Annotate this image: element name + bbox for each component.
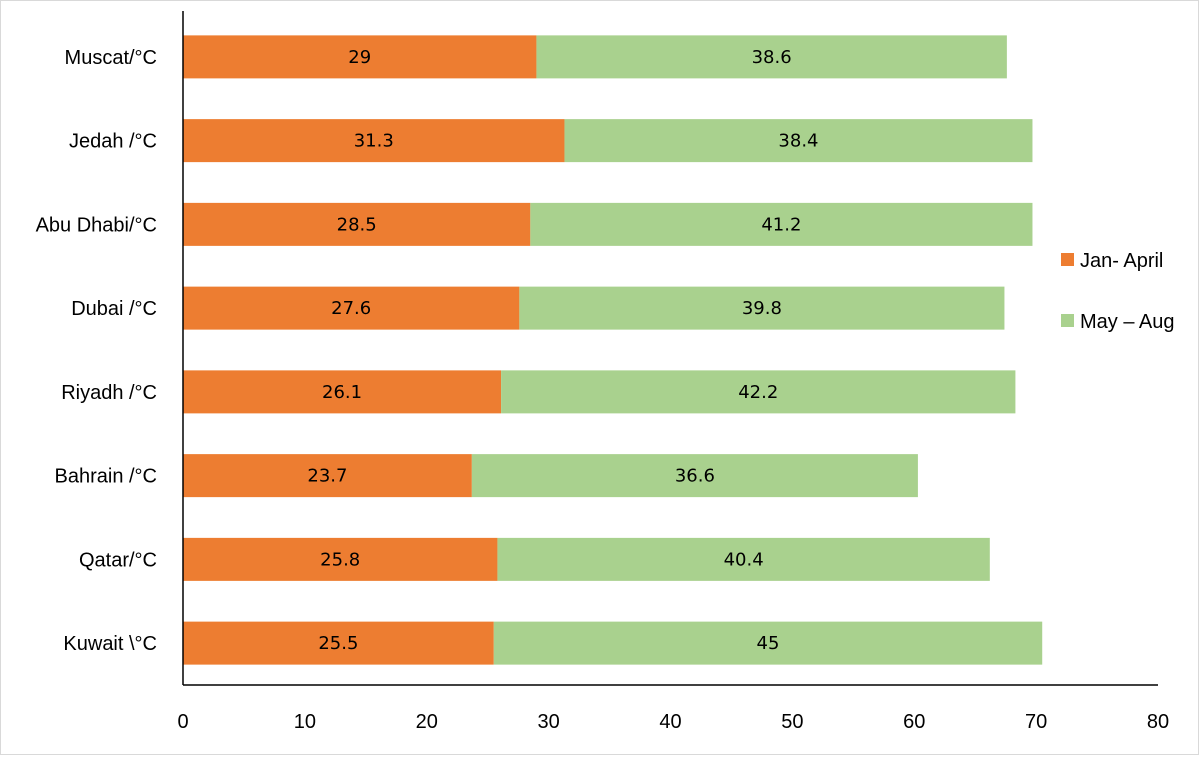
data-label: 45 <box>757 633 780 654</box>
x-tick-label: 50 <box>781 711 803 733</box>
data-label: 40.4 <box>724 549 764 570</box>
bar-segment-may-aug <box>471 454 918 498</box>
data-label: 41.2 <box>761 214 801 235</box>
bar-segment-jan-april <box>183 537 498 581</box>
x-tick-label: 0 <box>177 711 188 733</box>
bar-segment-may-aug <box>536 35 1007 79</box>
category-label: Kuwait \°C <box>63 633 157 655</box>
legend-swatch <box>1061 253 1074 266</box>
data-label: 23.7 <box>307 466 347 487</box>
category-label-line: Qatar/°C <box>79 549 157 571</box>
x-tick-label: 20 <box>416 711 438 733</box>
bar-segment-jan-april <box>183 119 565 163</box>
data-label: 42.2 <box>738 382 778 403</box>
category-label: Riyadh /°C <box>61 382 157 404</box>
data-label: 38.4 <box>778 131 818 152</box>
category-label-line: Abu Dhabi/°C <box>36 214 157 236</box>
data-label: 31.3 <box>354 131 394 152</box>
data-label: 39.8 <box>742 298 782 319</box>
data-label: 36.6 <box>675 466 715 487</box>
x-tick-label: 40 <box>659 711 681 733</box>
legend-label: Jan- April <box>1080 250 1163 272</box>
bar-segment-may-aug <box>501 370 1016 414</box>
data-label: 38.6 <box>752 47 792 68</box>
bar-segment-may-aug <box>493 621 1043 665</box>
category-label-line: Jedah /°C <box>69 131 157 153</box>
bar-segment-jan-april <box>183 454 472 498</box>
category-label-line: Riyadh /°C <box>61 382 157 404</box>
x-tick-label: 70 <box>1025 711 1047 733</box>
bar-segment-may-aug <box>530 202 1033 246</box>
data-labels-layer: 29 38.6 31.3 38.4 28.5 41.2 27.6 39.8 26.1 42.2 23… <box>307 47 818 654</box>
x-tick-label: 10 <box>294 711 316 733</box>
bar-segment-jan-april <box>183 35 537 79</box>
bar-segment-may-aug <box>519 286 1005 330</box>
x-tick-labels-layer: 0 10 20 30 40 50 60 70 80 <box>177 711 1169 733</box>
data-label: 25.8 <box>320 549 360 570</box>
bars-layer <box>183 35 1043 665</box>
category-label: Bahrain /°C <box>55 466 158 488</box>
bar-segment-jan-april <box>183 286 520 330</box>
category-label: Muscat/°C <box>65 47 157 69</box>
x-tick-label: 60 <box>903 711 925 733</box>
category-label: Abu Dhabi/°C <box>36 214 157 236</box>
x-tick-label: 30 <box>538 711 560 733</box>
category-labels-layer: Muscat/°C Jedah /°C Abu Dhabi/°C Dubai /°C R… <box>36 47 157 655</box>
category-label-line: Muscat/°C <box>65 47 157 69</box>
bar-segment-may-aug <box>564 119 1033 163</box>
bar-segment-jan-april <box>183 621 494 665</box>
bar-segment-may-aug <box>497 537 990 581</box>
category-label: Dubai /°C <box>71 298 157 320</box>
x-tick-label: 80 <box>1147 711 1169 733</box>
data-label: 26.1 <box>322 382 362 403</box>
data-label: 29 <box>348 47 371 68</box>
legend-swatch <box>1061 314 1074 327</box>
category-label: Qatar/°C <box>79 549 157 571</box>
legend: Jan- April May – Aug <box>1061 250 1175 333</box>
bar-segment-jan-april <box>183 202 531 246</box>
category-label-line: Bahrain /°C <box>55 466 158 488</box>
bar-segment-jan-april <box>183 370 502 414</box>
category-label-line: Kuwait \°C <box>63 633 157 655</box>
data-label: 25.5 <box>318 633 358 654</box>
data-label: 27.6 <box>331 298 371 319</box>
legend-label: May – Aug <box>1080 311 1175 333</box>
category-label: Jedah /°C <box>69 131 157 153</box>
data-label: 28.5 <box>337 214 377 235</box>
category-label-line: Dubai /°C <box>71 298 157 320</box>
